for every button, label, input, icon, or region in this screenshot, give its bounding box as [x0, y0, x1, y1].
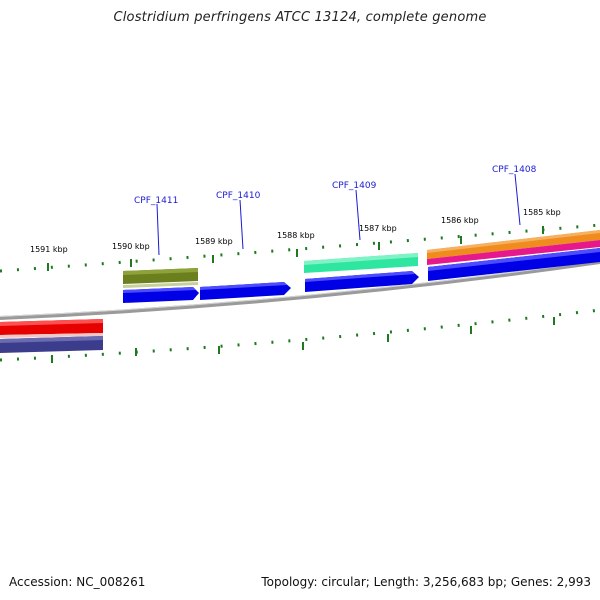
cds-arrow[interactable]: [305, 271, 419, 292]
scale-label: 1590 kbp: [112, 242, 150, 251]
scale-label: 1588 kbp: [277, 231, 315, 240]
gene-label-cpf-1410: CPF_1410: [216, 191, 261, 201]
feature-red: [0, 319, 103, 335]
genome-summary-text: Topology: circular; Length: 3,256,683 bp…: [261, 575, 591, 589]
feature-indigo: [0, 336, 103, 353]
feature-olive-underline: [123, 282, 198, 288]
feature-teal: [304, 253, 418, 273]
map-title: Clostridium perfringens ATCC 13124, comp…: [113, 10, 487, 25]
scale-label: 1587 kbp: [359, 224, 397, 233]
inner-tick-ring: [0, 308, 600, 363]
feature-magenta: [427, 240, 600, 265]
scale-label: 1591 kbp: [30, 245, 68, 254]
cds-arrow[interactable]: [200, 282, 291, 300]
leader-line: [514, 173, 521, 226]
leader-line: [355, 189, 361, 241]
gene-label-cpf-1409: CPF_1409: [332, 181, 377, 191]
feature-olive: [123, 268, 198, 284]
leader-line: [156, 203, 160, 256]
gene-label-cpf-1408: CPF_1408: [492, 165, 537, 175]
scale-label: 1589 kbp: [195, 237, 233, 246]
scale-label: 1585 kbp: [523, 208, 561, 217]
accession-text: Accession: NC_008261: [9, 575, 146, 589]
gene-label-cpf-1411: CPF_1411: [134, 196, 178, 206]
outer-tick-ring: [0, 223, 600, 273]
scale-label: 1586 kbp: [441, 216, 479, 225]
feature-orange: [427, 230, 600, 259]
genome-backbone: [0, 260, 600, 320]
leader-line: [239, 199, 244, 250]
cds-arrow[interactable]: [428, 248, 600, 281]
cds-arrow[interactable]: [123, 287, 199, 303]
